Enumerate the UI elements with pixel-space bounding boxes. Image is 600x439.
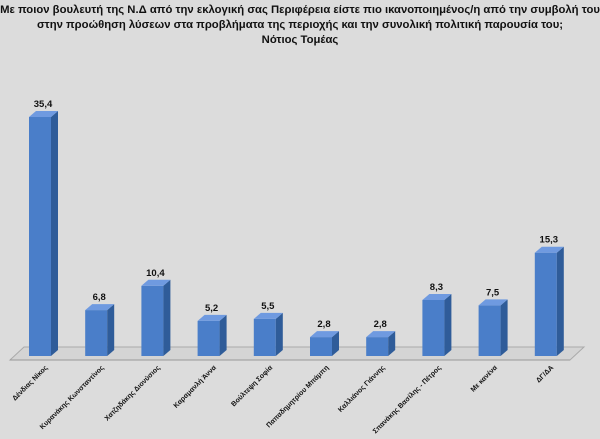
x-tick-label: Δένδιας Νίκος bbox=[11, 364, 49, 402]
bar-side-5 bbox=[332, 331, 339, 356]
x-tick-label: Κυρανάκης Κωνσταντίνος bbox=[39, 364, 106, 431]
bar-top-5 bbox=[310, 331, 339, 338]
data-label: 2,8 bbox=[317, 319, 330, 330]
x-tick-label: Βούλτεψη Σοφία bbox=[230, 363, 275, 408]
data-label: 7,5 bbox=[486, 287, 500, 298]
bar-side-8 bbox=[500, 299, 508, 356]
x-tick-label: Σπανάκης Βασίλης - Πέτρος bbox=[371, 364, 443, 436]
bar-top-8 bbox=[478, 299, 508, 306]
bar-top-2 bbox=[141, 279, 171, 286]
bar-side-4 bbox=[275, 312, 283, 356]
bar-9 bbox=[534, 252, 557, 356]
bar-0 bbox=[29, 117, 51, 356]
data-label: 6,8 bbox=[93, 292, 106, 303]
x-tick-label: Με κανένα bbox=[470, 364, 500, 394]
chart-title-line2: στην προώθηση λύσεων στα προβλήματα της … bbox=[36, 19, 564, 31]
data-label: 10,4 bbox=[146, 268, 165, 279]
bar-side-0 bbox=[51, 111, 58, 356]
x-tick-label: Παπαδημητρίου Μπάμπη bbox=[265, 364, 330, 429]
data-label: 35,4 bbox=[34, 99, 53, 110]
data-label: 5,2 bbox=[205, 303, 218, 314]
x-tick-label: Χατζηδάκης Διονύσιος bbox=[104, 364, 162, 422]
bar-side-9 bbox=[556, 246, 564, 356]
bar-side-6 bbox=[388, 331, 396, 356]
bar-8 bbox=[478, 305, 501, 356]
bar-side-2 bbox=[163, 279, 171, 356]
data-label: 8,3 bbox=[430, 282, 443, 293]
data-label: 2,8 bbox=[374, 319, 387, 330]
chart-subtitle: Νότιος Τομέας bbox=[261, 34, 339, 46]
x-tick-label: Καλλιάνος Γιάννης bbox=[336, 364, 386, 414]
bar-top-4 bbox=[253, 312, 283, 319]
bar-top-0 bbox=[29, 111, 58, 117]
bar-side-1 bbox=[107, 304, 115, 356]
bar-1 bbox=[85, 310, 108, 356]
bar-6 bbox=[366, 337, 389, 356]
bar-top-7 bbox=[422, 293, 452, 300]
bar-side-7 bbox=[444, 293, 452, 356]
bar-top-9 bbox=[534, 246, 564, 253]
x-tick-label: Καραμανλή Άννα bbox=[172, 363, 218, 409]
bar-7 bbox=[422, 299, 445, 356]
bar-top-3 bbox=[197, 314, 227, 321]
bar-5 bbox=[310, 337, 332, 356]
bar-3 bbox=[197, 320, 220, 356]
bar-4 bbox=[253, 318, 276, 356]
data-label: 15,3 bbox=[540, 235, 559, 246]
bar-top-6 bbox=[366, 331, 396, 338]
bar-top-1 bbox=[85, 304, 115, 311]
bar-side-3 bbox=[219, 314, 227, 356]
chart-title-line1: Με ποιον βουλευτή της Ν.Δ από την εκλογι… bbox=[0, 4, 600, 16]
data-label: 5,5 bbox=[261, 301, 275, 312]
bar-2 bbox=[141, 285, 164, 356]
x-tick-label: ΔΓ/ΔΑ bbox=[535, 364, 555, 384]
